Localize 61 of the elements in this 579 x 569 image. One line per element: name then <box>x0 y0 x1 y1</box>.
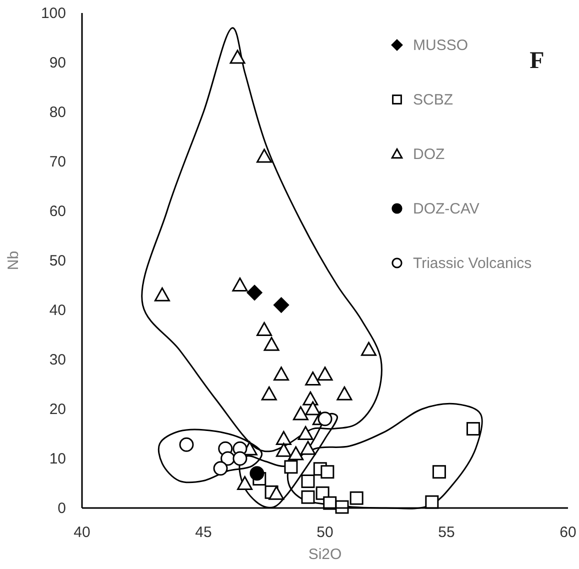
y-axis-title: Nb <box>5 250 22 270</box>
point <box>300 440 316 455</box>
point <box>232 278 248 292</box>
point <box>301 474 315 488</box>
y-tick-label: 70 <box>49 154 66 170</box>
x-tick-label: 60 <box>560 524 576 541</box>
x-axis-title: Si2O <box>308 546 342 563</box>
point <box>256 322 272 336</box>
point <box>237 476 253 490</box>
point <box>305 372 321 386</box>
point <box>246 284 262 300</box>
point <box>318 412 332 426</box>
point <box>264 336 280 351</box>
point <box>274 297 290 313</box>
point <box>261 386 277 400</box>
y-tick-label: 50 <box>49 252 66 270</box>
y-tick-label: 100 <box>40 5 66 22</box>
point <box>284 460 298 474</box>
point <box>432 465 446 479</box>
point <box>230 50 246 64</box>
point <box>274 366 290 381</box>
point <box>425 495 439 509</box>
legend-label: MUSSO <box>413 37 468 54</box>
y-tick-label: 0 <box>58 500 66 517</box>
point <box>179 437 194 452</box>
point <box>466 422 480 436</box>
point <box>301 490 315 504</box>
x-tick-label: 50 <box>316 524 334 541</box>
point <box>350 491 364 505</box>
legend-label: DOZ-CAV <box>413 200 480 218</box>
legend-label: Triassic Volcanics <box>413 255 532 272</box>
point <box>292 406 308 420</box>
y-tick-label: 30 <box>49 352 66 368</box>
point <box>317 366 333 381</box>
point <box>250 466 264 481</box>
point <box>335 500 349 514</box>
x-tick-label: 55 <box>438 524 455 541</box>
y-tick-label: 20 <box>49 401 66 418</box>
y-tick-label: 10 <box>49 450 66 468</box>
y-tick-label: 90 <box>49 54 66 72</box>
legend-label: SCBZ <box>413 92 454 108</box>
point <box>268 486 284 500</box>
point <box>276 430 292 445</box>
point <box>276 442 292 457</box>
point <box>288 446 304 460</box>
x-tick-label: 45 <box>195 524 212 541</box>
x-tick-label: 40 <box>74 524 90 541</box>
annotation: F <box>530 48 544 74</box>
point <box>213 461 228 476</box>
point <box>154 287 170 302</box>
y-tick-label: 80 <box>49 104 66 121</box>
point <box>256 148 272 163</box>
point <box>232 451 248 466</box>
point <box>298 426 314 440</box>
point <box>305 401 321 416</box>
legend-label: DOZ <box>413 146 445 163</box>
point <box>336 386 352 400</box>
point <box>320 465 334 479</box>
point <box>360 342 376 356</box>
y-tick-label: 60 <box>49 203 66 220</box>
y-tick-label: 40 <box>49 302 66 319</box>
